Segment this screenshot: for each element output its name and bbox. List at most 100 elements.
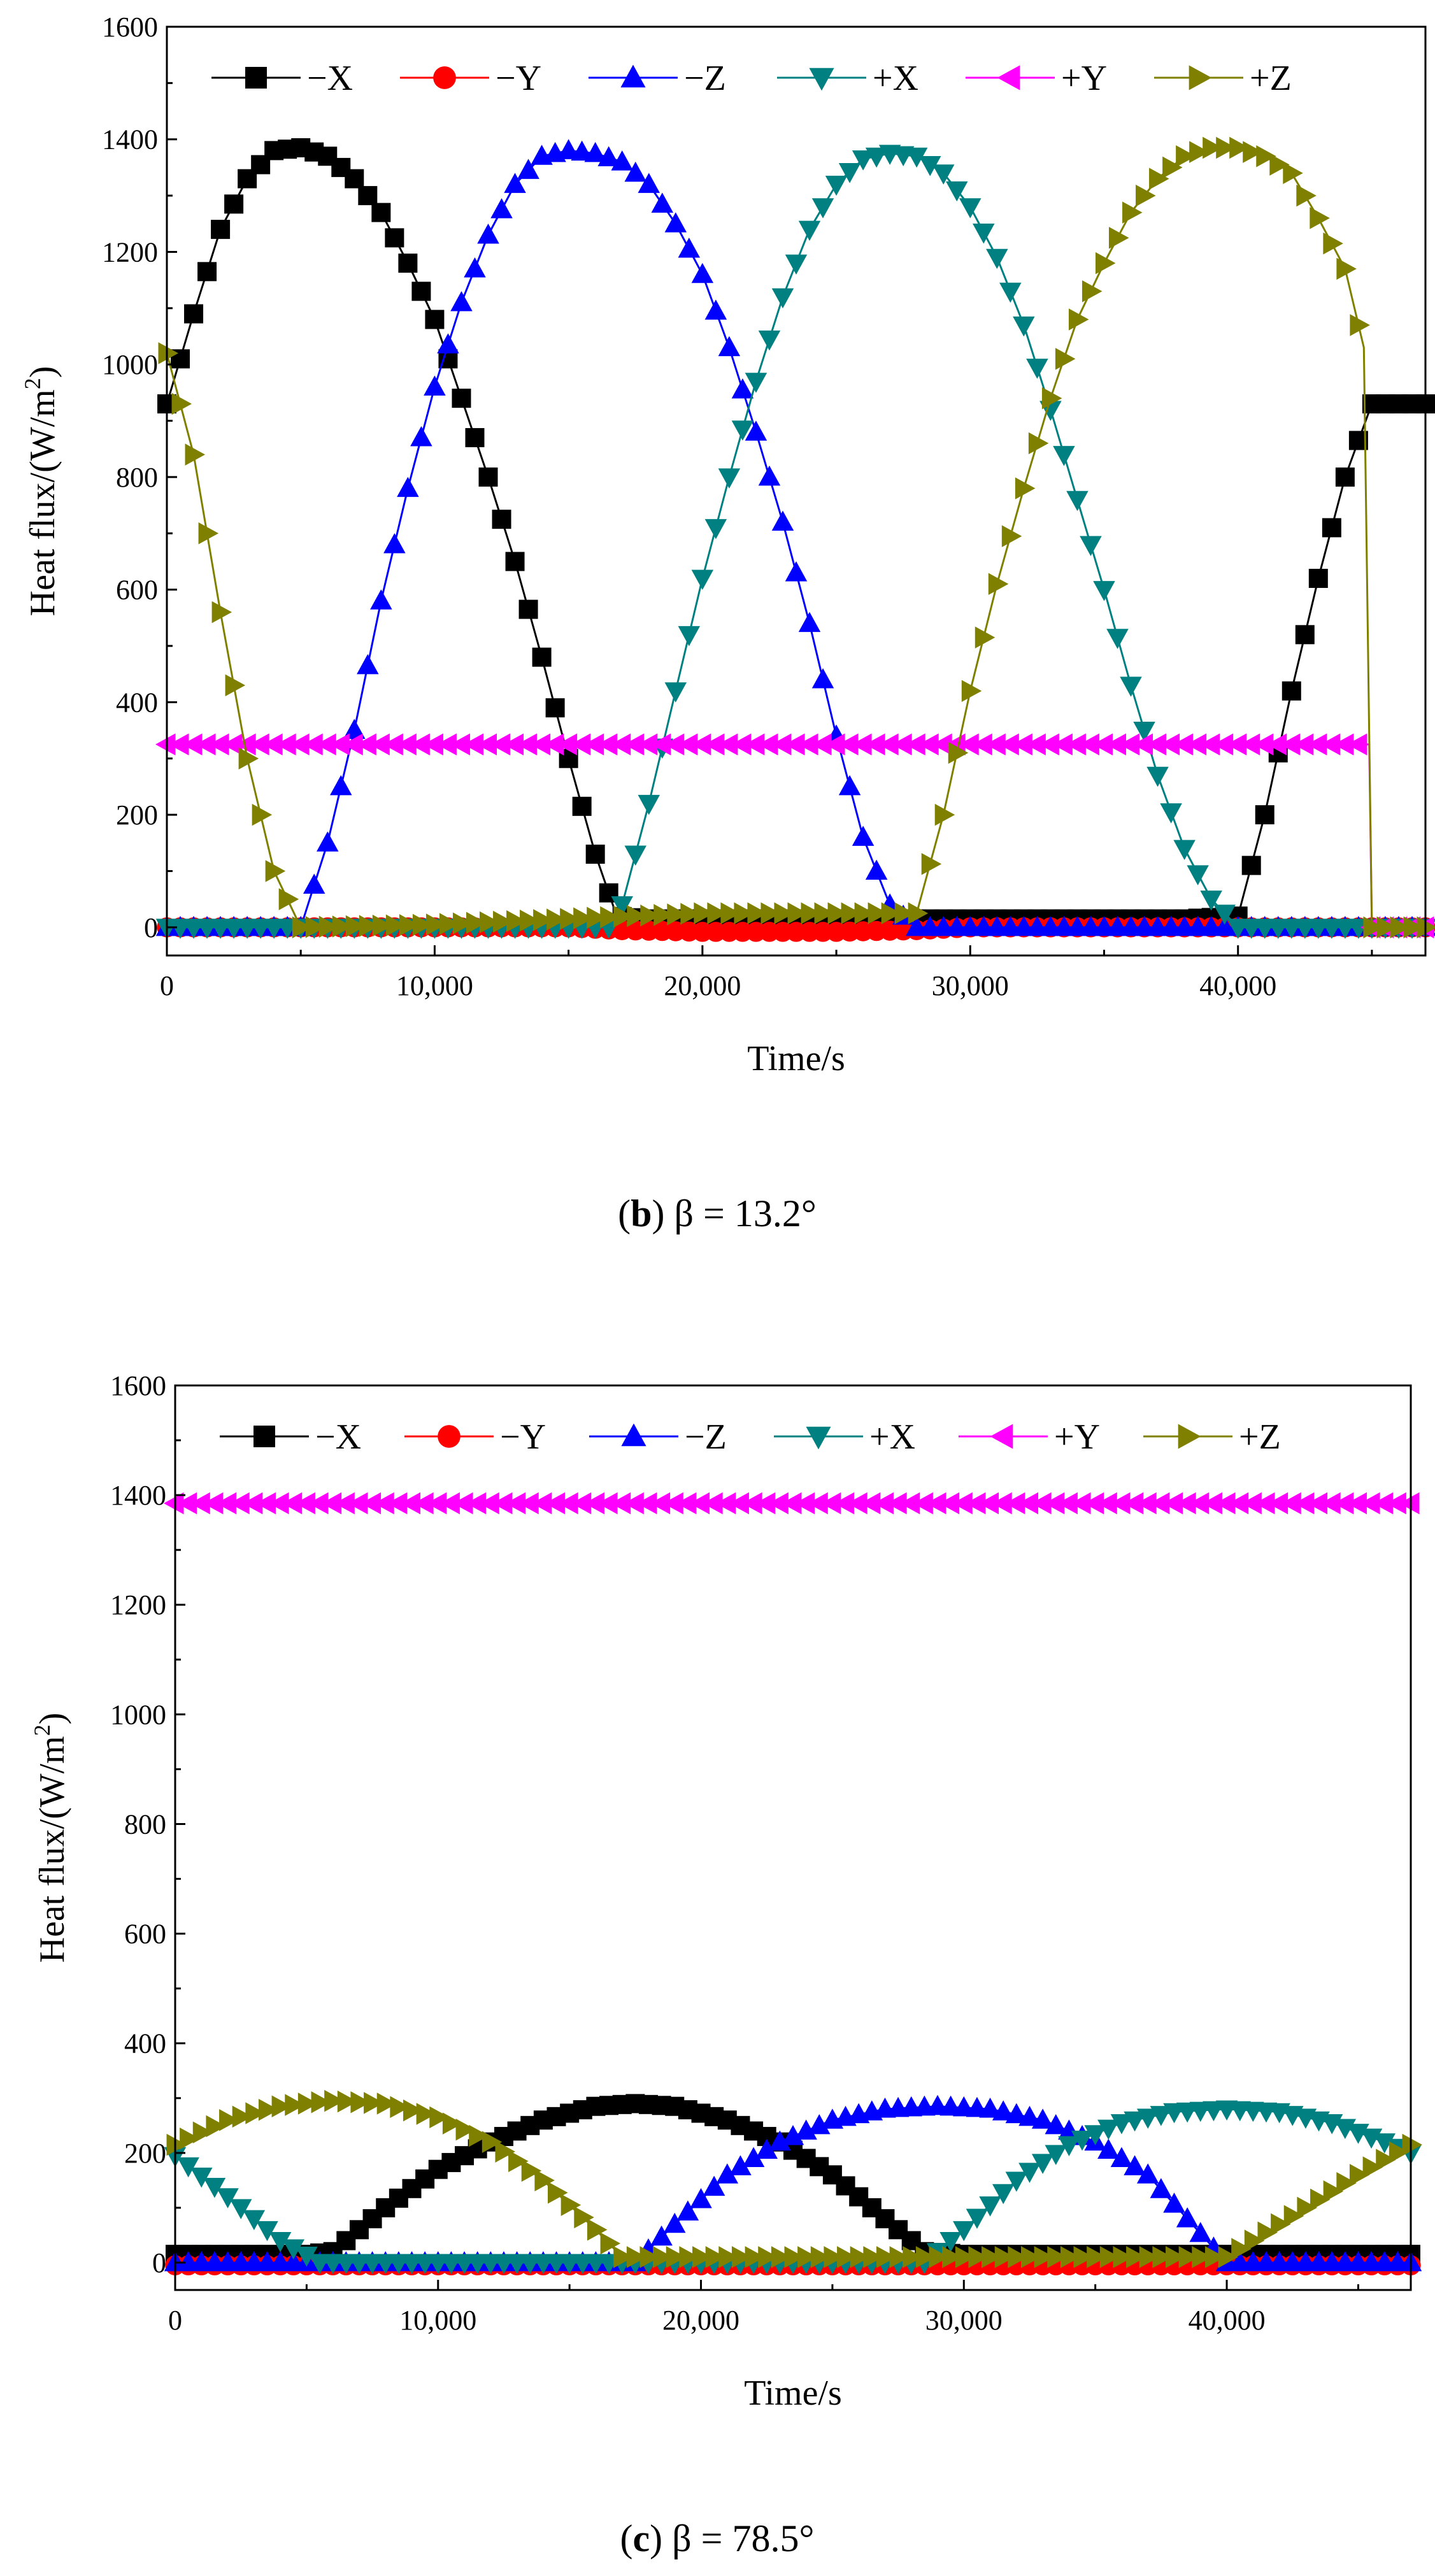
chart-c-data-point: [1060, 2246, 1081, 2268]
chart-b-data-point: [356, 733, 376, 755]
chart-c-data-point: [1150, 2106, 1173, 2126]
chart-c-data-point: [243, 2210, 266, 2231]
chart-b-data-point: [932, 733, 952, 755]
chart-b-data-point: [1025, 733, 1046, 755]
chart-c-data-point: [676, 2200, 699, 2221]
legend-marker: [1189, 65, 1212, 90]
legend-marker: [253, 1426, 275, 1447]
chart-c-data-point: [769, 2130, 791, 2151]
chart-b-data-point: [1293, 733, 1314, 755]
chart-b-data-point: [1066, 490, 1089, 512]
chart-b-series-line: [167, 743, 1425, 929]
chart-c-data-point: [913, 1492, 933, 1515]
chart-c-data-point: [745, 2246, 766, 2268]
chart-b-data-point: [543, 733, 564, 755]
chart-b-data-point: [785, 561, 808, 582]
chart-c-data-point: [1018, 2105, 1041, 2126]
chart-b-data-point: [838, 733, 859, 755]
chart-c-data-point: [808, 2114, 831, 2135]
chart-c-data-point: [1162, 1492, 1183, 1515]
chart-c-y-tick-label: 1000: [110, 1699, 166, 1730]
chart-b-data-point: [918, 155, 941, 176]
chart-b-data-point: [557, 139, 580, 159]
chart-c-series-plusZ: [166, 2089, 1422, 2268]
chart-b-data-point: [704, 519, 727, 540]
chart-b-data-point: [289, 733, 310, 755]
chart-c-data-point: [1123, 1492, 1144, 1515]
chart-b-data-point: [1241, 855, 1261, 875]
chart-c-data-point: [229, 2199, 252, 2219]
chart-b-data-point: [171, 392, 192, 415]
chart-b-data-point: [476, 733, 497, 755]
chart-b-data-point: [1322, 518, 1341, 538]
chart-b-data-point: [1015, 477, 1036, 499]
chart-c-data-point: [1005, 2103, 1028, 2124]
chart-b-data-point: [1403, 916, 1424, 939]
chart-b-data-point: [677, 733, 698, 755]
chart-c-data-point: [653, 2246, 673, 2268]
legend-label: +Z: [1250, 59, 1292, 98]
chart-b-data-point: [182, 733, 203, 755]
chart-c-data-point: [347, 1492, 368, 1515]
chart-b-data-point: [371, 203, 391, 222]
chart-b-data-point: [225, 674, 246, 697]
chart-b-data-point: [704, 299, 727, 320]
chart-b-data-point: [691, 569, 714, 590]
chart-c-data-point: [192, 2121, 213, 2143]
chart-b-data-point: [345, 915, 366, 938]
chart-c-data-point: [1045, 2114, 1067, 2135]
chart-b-data-point: [934, 803, 955, 826]
chart-c-data-point: [282, 2239, 304, 2260]
chart-c-data-point: [808, 1492, 828, 1515]
chart-c-data-point: [350, 2091, 371, 2114]
chart-b-data-point: [211, 601, 232, 624]
chart-b-data-point: [196, 733, 216, 755]
chart-b-data-point: [1160, 803, 1182, 824]
chart-b-data-point: [678, 238, 701, 258]
chart-c-data-point: [508, 2150, 529, 2173]
chart-c-data-point: [1031, 2154, 1054, 2174]
chart-c-data-point: [166, 2133, 187, 2156]
chart-b-data-point: [1109, 227, 1129, 249]
chart-b-data-point: [197, 262, 217, 282]
chart-b-data-point: [624, 845, 646, 866]
legend-marker: [806, 1426, 831, 1450]
chart-c-y-tick-label: 800: [124, 1808, 166, 1840]
chart-c-data-point: [558, 1492, 578, 1515]
chart-c-data-point: [324, 2089, 345, 2112]
chart-c-data-point: [716, 2163, 739, 2184]
chart-b-data-point: [425, 913, 446, 936]
chart-c-data-point: [400, 1492, 420, 1515]
chart-b-data-point: [798, 612, 821, 633]
chart-b-data-point: [667, 903, 687, 926]
chart-c-data-point: [1020, 2246, 1041, 2268]
chart-b-data-point: [410, 426, 432, 447]
chart-b-data-point: [533, 909, 553, 931]
chart-c-data-point: [321, 1492, 342, 1515]
chart-b-data-point: [450, 733, 470, 755]
chart-c-data-point: [176, 1492, 197, 1515]
chart-b-data-point: [1159, 733, 1180, 755]
chart-b-data-point: [397, 476, 419, 497]
chart-c-data-point: [610, 1492, 631, 1515]
chart-b-y-tick-label: 800: [116, 462, 158, 493]
chart-c-x-tick-label: 0: [168, 2305, 182, 2336]
chart-c-data-point: [703, 1492, 723, 1515]
chart-b-data-point: [865, 147, 888, 168]
chart-c-data-point: [650, 2225, 673, 2246]
chart-c-data-point: [784, 2246, 804, 2268]
chart-c-data-point: [571, 1492, 592, 1515]
chart-b-data-point: [908, 902, 929, 924]
chart-b-data-point: [587, 906, 607, 929]
chart-b-data-point: [865, 733, 885, 755]
chart-c-data-point: [1373, 1492, 1394, 1515]
chart-b-data-point: [412, 913, 433, 936]
chart-c-data-point: [518, 1492, 539, 1515]
chart-c-data-point: [295, 1492, 315, 1515]
chart-b-data-point: [854, 902, 875, 924]
chart-b-data-point: [169, 733, 189, 755]
chart-b-data-point: [932, 164, 955, 185]
chart-b-data-point: [1346, 733, 1367, 755]
chart-c-data-point: [534, 2169, 555, 2192]
chart-b-data-point: [744, 733, 765, 755]
